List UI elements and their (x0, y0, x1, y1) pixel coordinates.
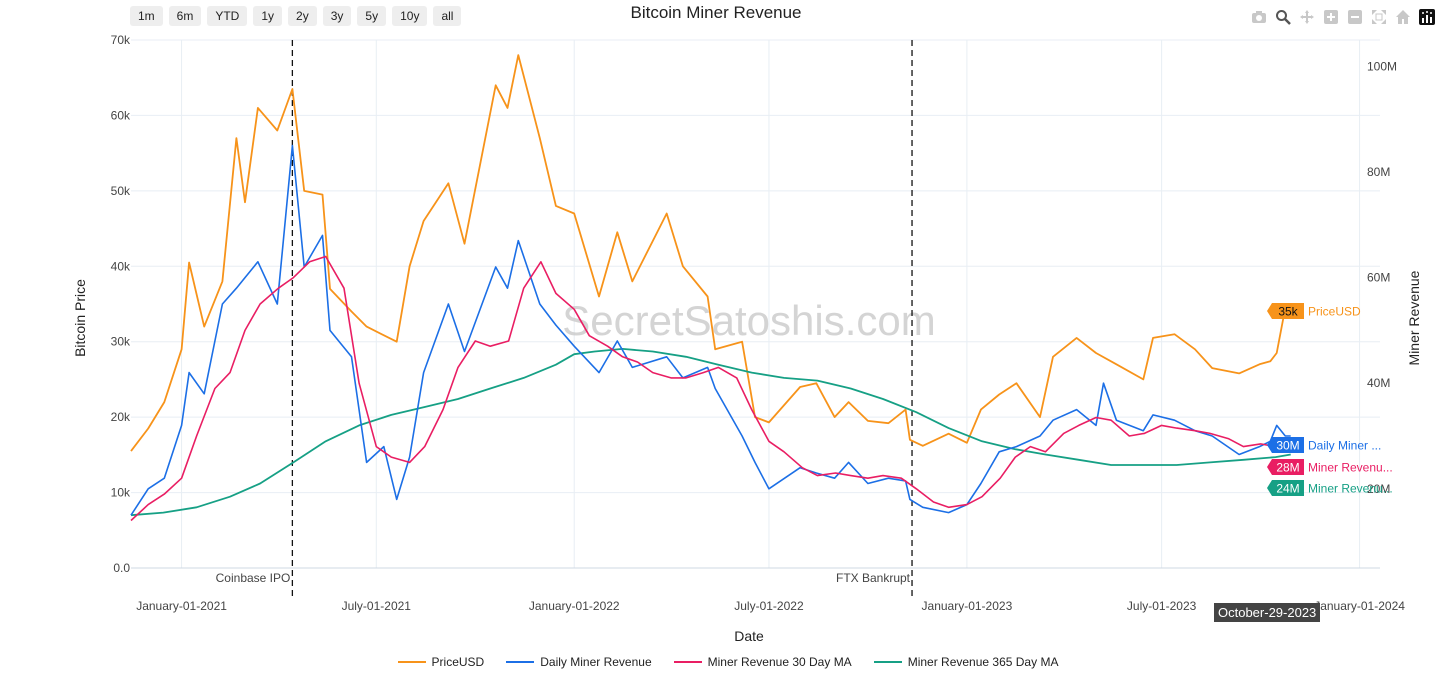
watermark: SecretSatoshis.com (562, 297, 936, 344)
range-button-ytd[interactable]: YTD (207, 6, 248, 26)
x-axis-ticks: January-01-2021 July-01-2021 January-01-20… (136, 599, 1405, 613)
zoom-icon[interactable] (1274, 8, 1292, 26)
hover-date-label: October-29-2023 (1214, 603, 1321, 622)
end-label-box-0 (1267, 303, 1304, 319)
x-tick-label: January-01-2021 (136, 599, 227, 613)
home-icon[interactable] (1394, 8, 1412, 26)
y-axis-ticks: 0.0 10k 20k 30k 40k 50k 60k 70k (111, 33, 131, 575)
range-selector: 1m 6m YTD 1y 2y 3y 5y 10y all (130, 6, 462, 26)
end-label-name-3: Miner Revenu... (1308, 482, 1393, 496)
legend-label-price: PriceUSD (431, 655, 485, 669)
legend-item-ma30[interactable]: Miner Revenue 30 Day MA (673, 655, 852, 669)
range-button-1m[interactable]: 1m (130, 6, 163, 26)
annotation-label-1: FTX Bankrupt (836, 571, 911, 585)
legend-swatch-price (397, 661, 426, 663)
x-axis-title: Date (734, 628, 764, 644)
series-line-1 (130, 144, 1291, 516)
y-tick-label: 70k (111, 33, 131, 47)
end-label-name-0: PriceUSD (1308, 305, 1361, 319)
y-tick-label: 60k (111, 108, 131, 122)
legend-item-price[interactable]: PriceUSD (397, 655, 485, 669)
end-label-value-1: 30M (1276, 439, 1299, 453)
range-button-5y[interactable]: 5y (357, 6, 387, 26)
y-tick-label: 40k (111, 259, 131, 273)
series-line-2 (130, 255, 1291, 522)
end-label-name-2: Miner Revenu... (1308, 461, 1393, 475)
chart-title: Bitcoin Miner Revenue (630, 3, 802, 22)
range-button-all[interactable]: all (433, 6, 462, 26)
y-tick-label: 0.0 (113, 561, 130, 575)
y2-tick-label: 40M (1367, 376, 1390, 390)
legend-label-ma365: Miner Revenue 365 Day MA (907, 655, 1059, 669)
pan-icon[interactable] (1298, 8, 1316, 26)
legend: PriceUSD Daily Miner Revenue Miner Reven… (0, 655, 1456, 669)
legend-swatch-ma365 (873, 661, 902, 663)
x-tick-label: January-01-2022 (529, 599, 620, 613)
plotly-logo-icon[interactable] (1418, 8, 1436, 26)
y2-tick-label: 20M (1367, 482, 1390, 496)
legend-swatch-ma30 (673, 661, 702, 663)
x-tick-label: July-01-2021 (342, 599, 412, 613)
series-line-0 (130, 54, 1291, 452)
x-tick-label: July-01-2023 (1127, 599, 1197, 613)
end-label-box-2 (1267, 459, 1304, 475)
legend-label-daily: Daily Miner Revenue (540, 655, 652, 669)
autoscale-icon[interactable] (1370, 8, 1388, 26)
zoom-in-icon[interactable] (1322, 8, 1340, 26)
range-button-1y[interactable]: 1y (253, 6, 283, 26)
y-tick-label: 50k (111, 184, 131, 198)
x-tick-label: January-01-2023 (922, 599, 1013, 613)
legend-swatch-daily (506, 661, 535, 663)
y-tick-label: 30k (111, 335, 131, 349)
y2-tick-label: 60M (1367, 271, 1390, 285)
x-tick-label: July-01-2022 (734, 599, 804, 613)
y-tick-label: 10k (111, 486, 131, 500)
annotations: Coinbase IPO FTX Bankrupt (216, 40, 913, 597)
range-button-2y[interactable]: 2y (288, 6, 317, 26)
end-label-value-0: 35k (1278, 305, 1298, 319)
legend-item-daily[interactable]: Daily Miner Revenue (506, 655, 652, 669)
y-tick-label: 20k (111, 410, 131, 424)
end-label-value-3: 24M (1276, 482, 1299, 496)
annotation-label-0: Coinbase IPO (216, 571, 291, 585)
x-tick-label: January-01-2024 (1314, 599, 1405, 613)
series-lines (130, 54, 1291, 522)
zoom-out-icon[interactable] (1346, 8, 1364, 26)
y-axis-title: Bitcoin Price (72, 279, 88, 357)
end-label-name-1: Daily Miner ... (1308, 439, 1381, 453)
y2-tick-label: 80M (1367, 165, 1390, 179)
range-button-3y[interactable]: 3y (322, 6, 352, 26)
legend-item-ma365[interactable]: Miner Revenue 365 Day MA (873, 655, 1059, 669)
range-button-6m[interactable]: 6m (168, 6, 202, 26)
y2-tick-label: 100M (1367, 59, 1397, 73)
legend-label-ma30: Miner Revenue 30 Day MA (707, 655, 852, 669)
end-label-box-3 (1267, 480, 1304, 496)
y2-axis-title: Miner Revenue (1406, 270, 1422, 365)
camera-icon[interactable] (1250, 8, 1268, 26)
modebar (1250, 8, 1436, 26)
y2-axis-ticks: 20M 40M 60M 80M 100M (1367, 59, 1397, 495)
end-label-value-2: 28M (1276, 461, 1299, 475)
end-labels: 35k PriceUSD 30M Daily Miner ... 28M Miner Re… (1267, 303, 1393, 496)
range-button-10y[interactable]: 10y (392, 6, 428, 26)
series-line-3 (130, 348, 1291, 517)
end-label-box-1 (1267, 437, 1304, 453)
